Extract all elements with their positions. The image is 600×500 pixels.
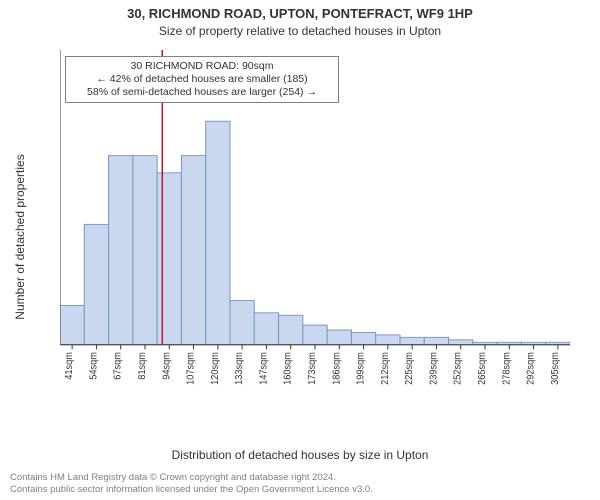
annotation-box: 30 RICHMOND ROAD: 90sqm ← 42% of detache…: [65, 56, 339, 103]
bar: [84, 224, 108, 344]
svg-text:186sqm: 186sqm: [331, 352, 342, 385]
svg-text:265sqm: 265sqm: [477, 352, 488, 385]
bar: [303, 325, 327, 345]
svg-text:81sqm: 81sqm: [137, 352, 148, 380]
svg-text:199sqm: 199sqm: [355, 352, 366, 385]
svg-text:67sqm: 67sqm: [112, 352, 123, 380]
bar: [327, 330, 351, 345]
svg-text:278sqm: 278sqm: [501, 352, 512, 385]
svg-text:94sqm: 94sqm: [161, 352, 172, 380]
svg-text:147sqm: 147sqm: [258, 352, 269, 385]
bar: [424, 337, 448, 344]
svg-text:54sqm: 54sqm: [88, 352, 99, 380]
chart-title-main: 30, RICHMOND ROAD, UPTON, PONTEFRACT, WF…: [0, 6, 600, 21]
annotation-line-2: ← 42% of detached houses are smaller (18…: [72, 73, 332, 86]
svg-text:252sqm: 252sqm: [452, 352, 463, 385]
bar: [109, 156, 133, 345]
bar: [181, 156, 205, 345]
svg-text:305sqm: 305sqm: [550, 352, 561, 385]
bar: [157, 173, 181, 345]
svg-text:160sqm: 160sqm: [282, 352, 293, 385]
svg-text:120sqm: 120sqm: [210, 352, 221, 385]
svg-text:239sqm: 239sqm: [428, 352, 439, 385]
svg-text:41sqm: 41sqm: [64, 352, 75, 380]
annotation-line-3: 58% of semi-detached houses are larger (…: [72, 86, 332, 99]
x-axis-label: Distribution of detached houses by size …: [0, 448, 600, 462]
bar: [133, 156, 157, 345]
annotation-line-1: 30 RICHMOND ROAD: 90sqm: [72, 60, 332, 73]
svg-text:225sqm: 225sqm: [404, 352, 415, 385]
bar: [60, 305, 84, 344]
bar: [449, 340, 473, 345]
bar: [230, 301, 254, 345]
bar: [254, 313, 278, 345]
chart-container: 30, RICHMOND ROAD, UPTON, PONTEFRACT, WF…: [0, 0, 600, 500]
bar: [279, 315, 303, 344]
svg-text:107sqm: 107sqm: [185, 352, 196, 385]
svg-text:292sqm: 292sqm: [525, 352, 536, 385]
plot-area: 02040608010012041sqm54sqm67sqm81sqm94sqm…: [60, 50, 570, 400]
bar: [400, 337, 424, 344]
svg-text:173sqm: 173sqm: [307, 352, 318, 385]
svg-text:212sqm: 212sqm: [380, 352, 391, 385]
copyright-notice: Contains HM Land Registry data © Crown c…: [10, 472, 590, 496]
svg-text:133sqm: 133sqm: [234, 352, 245, 385]
chart-title-sub: Size of property relative to detached ho…: [0, 24, 600, 38]
copyright-line-2: Contains public sector information licen…: [10, 484, 590, 496]
copyright-line-1: Contains HM Land Registry data © Crown c…: [10, 472, 590, 484]
bar: [351, 332, 375, 344]
bar: [376, 335, 400, 345]
y-axis-label: Number of detached properties: [13, 137, 27, 337]
bar: [206, 121, 230, 345]
